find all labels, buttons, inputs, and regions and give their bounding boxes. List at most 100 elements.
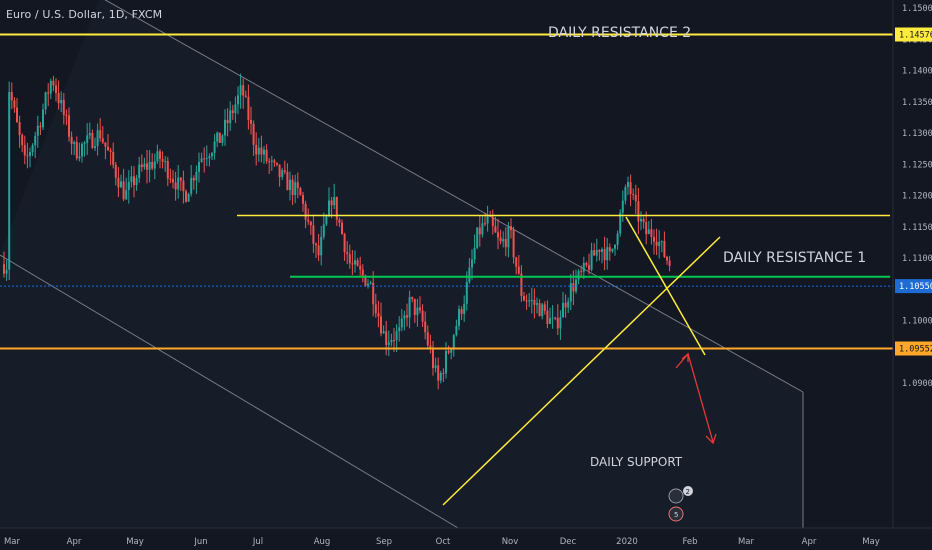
- candle-body: [39, 125, 42, 128]
- candle-body: [382, 331, 385, 334]
- event-flag-icon: [668, 488, 684, 504]
- candle-body: [569, 283, 572, 302]
- candle-body: [83, 142, 86, 145]
- candle-down: [260, 135, 263, 163]
- candle-up: [78, 142, 81, 162]
- candle-body: [229, 110, 232, 124]
- candle-down: [166, 156, 169, 187]
- candle-down: [192, 175, 195, 190]
- candle-up: [120, 174, 122, 188]
- candle-body: [49, 80, 52, 94]
- candle-up: [562, 291, 564, 318]
- candle-down: [377, 300, 380, 328]
- candle-body: [213, 141, 216, 153]
- candle-body: [208, 156, 211, 159]
- candle-up: [135, 174, 138, 191]
- candle-up: [601, 247, 603, 264]
- candle-body: [385, 331, 388, 345]
- candle-body: [359, 265, 362, 270]
- candle-up: [502, 231, 505, 248]
- candle-body: [497, 232, 499, 238]
- candle-body: [354, 260, 356, 265]
- candle-body: [86, 135, 89, 143]
- candle-up: [468, 258, 471, 284]
- candle-body: [5, 269, 8, 274]
- candle-up: [320, 225, 323, 266]
- candle-down: [361, 264, 364, 283]
- candle-down: [47, 83, 50, 107]
- candle-body: [234, 104, 237, 114]
- candle-body: [166, 160, 169, 179]
- candle-body: [484, 223, 486, 225]
- candle-body: [421, 310, 424, 322]
- candle-body: [68, 115, 70, 137]
- candle-down: [603, 236, 606, 271]
- y-tick-label: 1.15000: [902, 4, 932, 14]
- candle-down: [70, 131, 73, 155]
- candle-body: [377, 313, 380, 317]
- candle-body: [148, 162, 151, 170]
- candle-up: [452, 333, 455, 357]
- candle-body: [198, 161, 200, 172]
- candle-down: [655, 228, 658, 256]
- candle-down: [585, 261, 588, 268]
- candle-up: [60, 91, 63, 112]
- candle-body: [486, 215, 489, 224]
- candle-up: [647, 220, 650, 235]
- annotation-daily-resistance-1: DAILY RESISTANCE 1: [723, 250, 866, 266]
- candle-body: [510, 226, 512, 230]
- candle-up: [395, 324, 398, 353]
- candle-body: [268, 161, 271, 163]
- candle-body: [608, 247, 611, 252]
- candles-group: [3, 73, 671, 390]
- candle-down: [18, 115, 21, 148]
- candle-body: [60, 99, 63, 104]
- candle-body: [70, 136, 73, 144]
- candle-up: [567, 297, 570, 314]
- candle-up: [153, 153, 156, 180]
- candle-body: [546, 310, 549, 324]
- candle-down: [3, 251, 5, 278]
- candle-body: [231, 110, 234, 114]
- candle-body: [627, 182, 629, 188]
- candle-body: [190, 178, 193, 194]
- candle-up: [551, 305, 554, 329]
- candle-up: [96, 123, 99, 156]
- candle-up: [234, 96, 237, 123]
- candle-body: [156, 151, 159, 162]
- candle-body: [112, 151, 115, 165]
- candle-down: [650, 218, 653, 245]
- symbol-label: Euro / U.S. Dollar, 1D, FXCM: [6, 8, 163, 21]
- candle-up: [660, 240, 663, 253]
- candle-down: [359, 256, 362, 276]
- candle-body: [200, 158, 203, 162]
- candle-up: [390, 333, 393, 347]
- candle-up: [257, 137, 260, 162]
- candle-body: [62, 99, 65, 115]
- candle-up: [465, 271, 468, 311]
- candle-down: [250, 106, 252, 135]
- candle-down: [380, 302, 382, 337]
- candle-body: [538, 303, 541, 317]
- candle-down: [304, 200, 307, 229]
- candle-down: [411, 296, 414, 303]
- candle-body: [341, 222, 343, 235]
- candle-body: [380, 316, 382, 334]
- candle-up: [195, 165, 198, 195]
- candle-body: [117, 177, 120, 188]
- candle-body: [91, 133, 94, 148]
- candle-up: [536, 297, 538, 314]
- candle-body: [533, 300, 536, 305]
- candle-body: [244, 95, 247, 97]
- candle-up: [471, 249, 473, 280]
- candle-down: [543, 301, 546, 315]
- candle-down: [101, 126, 104, 144]
- candle-up: [138, 156, 141, 183]
- candle-up: [575, 269, 577, 294]
- price-label-support: 1.09552: [895, 341, 932, 356]
- candle-down: [62, 93, 65, 125]
- x-tick-label: May: [126, 537, 144, 547]
- candle-body: [135, 178, 138, 186]
- candle-down: [283, 160, 286, 175]
